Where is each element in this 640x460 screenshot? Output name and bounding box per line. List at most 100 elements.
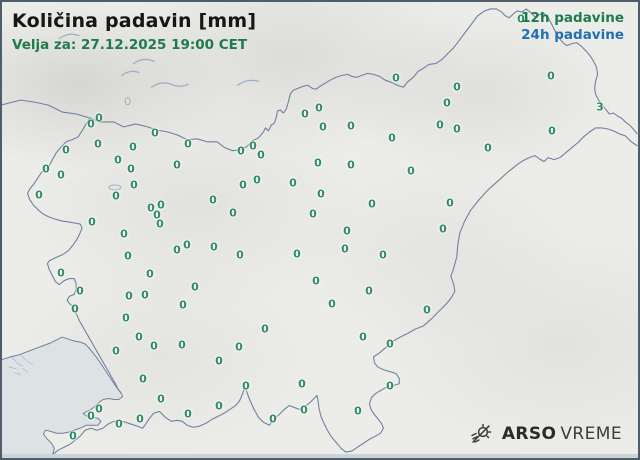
logo-product: VREME (560, 424, 622, 444)
station-value: 0 (392, 71, 400, 85)
station-value: 0 (115, 417, 123, 431)
station-value: 0 (57, 266, 65, 280)
station-value: 0 (237, 144, 245, 158)
station-value: 0 (151, 126, 159, 140)
station-value: 0 (386, 337, 394, 351)
station-value: 0 (347, 119, 355, 133)
station-value: 0 (269, 412, 277, 426)
logo-brand: ARSO (501, 424, 557, 444)
station-value: 0 (359, 330, 367, 344)
station-value: 0 (125, 289, 133, 303)
station-value: 0 (298, 377, 306, 391)
station-value: 0 (300, 403, 308, 417)
station-value: 0 (173, 243, 181, 257)
station-value: 0 (354, 404, 362, 418)
station-value: 0 (343, 224, 351, 238)
station-value: 0 (229, 206, 237, 220)
station-value: 0 (239, 178, 247, 192)
station-value: 0 (341, 242, 349, 256)
station-value: 0 (453, 80, 461, 94)
station-value: 0 (112, 189, 120, 203)
station-value: 0 (150, 339, 158, 353)
station-value: 0 (112, 344, 120, 358)
station-value: 0 (129, 140, 137, 154)
station-value: 0 (88, 215, 96, 229)
station-value: 0 (130, 178, 138, 192)
station-value: 0 (114, 153, 122, 167)
station-value: 0 (249, 139, 257, 153)
station-value: 0 (95, 111, 103, 125)
station-value: 0 (209, 193, 217, 207)
station-value: 3 (596, 100, 604, 114)
station-value: 0 (328, 297, 336, 311)
legend: 12h padavine 24h padavine (521, 10, 624, 44)
station-value: 0 (157, 392, 165, 406)
station-value: 0 (71, 302, 79, 316)
station-value: 0 (135, 330, 143, 344)
legend-item-24h: 24h padavine (521, 27, 624, 43)
station-value: 0 (42, 162, 50, 176)
station-value: 0 (517, 12, 525, 26)
station-value: 0 (95, 402, 103, 416)
station-value: 0 (407, 164, 415, 178)
station-value: 0 (153, 208, 161, 222)
station-value: 0 (122, 311, 130, 325)
station-value: 0 (312, 274, 320, 288)
station-value: 0 (178, 338, 186, 352)
station-value: 0 (436, 118, 444, 132)
station-value: 0 (136, 412, 144, 426)
map-header: Količina padavin [mm] Velja za: 27.12.20… (12, 10, 256, 54)
legend-item-12h: 12h padavine (521, 10, 624, 26)
page-title: Količina padavin [mm] (12, 10, 257, 32)
station-value: 0 (235, 340, 243, 354)
station-value: 0 (157, 198, 165, 212)
station-value: 0 (309, 207, 317, 221)
station-value: 0 (146, 267, 154, 281)
border-southeast (49, 127, 638, 458)
station-value: 0 (379, 248, 387, 262)
station-value: 0 (484, 141, 492, 155)
station-value: 0 (253, 173, 261, 187)
bottom-margin-strip (2, 454, 638, 458)
rivers (58, 33, 260, 191)
station-value: 0 (87, 117, 95, 131)
station-value: 0 (76, 284, 84, 298)
validity-subtitle: Velja za: 27.12.2025 19:00 CET (12, 36, 248, 53)
arso-brand-text: ARSO VREME (502, 424, 622, 444)
coastline (2, 336, 124, 458)
station-value: 0 (293, 247, 301, 261)
station-value: 0 (94, 137, 102, 151)
station-value: 0 (386, 379, 394, 393)
station-value: 0 (124, 249, 132, 263)
arso-vreme-logo: ARSO VREME (469, 422, 622, 446)
lagoon-marsh-marks (8, 354, 33, 376)
station-value: 0 (62, 143, 70, 157)
station-value: 0 (388, 131, 396, 145)
station-value: 0 (183, 238, 191, 252)
station-value: 0 (319, 120, 327, 134)
station-value: 0 (548, 124, 556, 138)
station-value: 0 (236, 248, 244, 262)
station-value: 0 (87, 409, 95, 423)
station-value: 0 (179, 298, 187, 312)
border-west (27, 117, 122, 394)
border-north (2, 8, 638, 152)
sea-area (2, 337, 123, 458)
station-value: 0 (242, 379, 250, 393)
station-value: 0 (347, 158, 355, 172)
station-value: 0 (69, 429, 77, 443)
station-value: 0 (368, 197, 376, 211)
station-value: 0 (453, 122, 461, 136)
station-value: 0 (215, 399, 223, 413)
station-value: 0 (365, 284, 373, 298)
station-value: 0 (423, 303, 431, 317)
station-value: 0 (301, 107, 309, 121)
station-value: 0 (139, 372, 147, 386)
station-value: 0 (315, 101, 323, 115)
station-value: 0 (141, 288, 149, 302)
station-value: 0 (184, 407, 192, 421)
station-value: 0 (446, 196, 454, 210)
station-value: 0 (147, 201, 155, 215)
